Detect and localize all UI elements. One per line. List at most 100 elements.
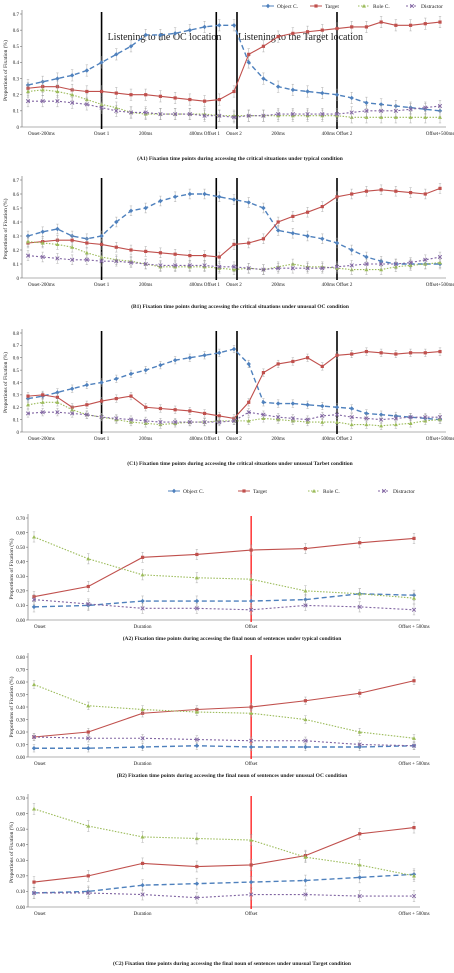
data-point: [55, 242, 60, 246]
data-point: [217, 255, 221, 259]
data-point: [408, 351, 413, 355]
data-point: [249, 863, 253, 867]
y-tick-label: 0.3: [13, 235, 20, 240]
data-point: [173, 252, 177, 256]
data-point: [70, 411, 75, 416]
data-point: [31, 890, 37, 896]
data-point: [55, 256, 60, 261]
data-point: [84, 102, 89, 107]
y-tick-label: 0: [17, 126, 20, 131]
chart-caption: (A1) Fixation time points during accessi…: [137, 155, 343, 162]
data-point: [320, 236, 325, 241]
data-point: [334, 405, 340, 410]
data-point: [32, 682, 36, 687]
data-point: [70, 257, 75, 262]
y-axis-label: Proportions of Fixation (%): [8, 822, 15, 883]
data-point: [40, 254, 45, 260]
series-line: [34, 745, 415, 749]
y-tick-label: 0.2: [13, 249, 20, 254]
series-line: [33, 599, 415, 611]
data-point: [364, 100, 369, 105]
series-line: [33, 537, 415, 598]
data-point: [143, 418, 148, 423]
data-point: [408, 107, 413, 112]
y-tick-label: 0: [17, 431, 20, 436]
data-point: [357, 730, 362, 734]
data-point: [158, 263, 163, 268]
data-point: [379, 188, 383, 192]
data-point: [357, 604, 362, 610]
y-tick-label: 0.5: [13, 207, 20, 212]
data-point: [291, 359, 295, 364]
y-tick-label: 0: [17, 277, 20, 282]
data-point: [364, 349, 369, 354]
data-point: [55, 410, 60, 415]
data-point: [303, 744, 308, 750]
data-point: [249, 577, 254, 581]
data-point: [231, 264, 237, 269]
data-point: [217, 97, 221, 102]
data-point: [143, 32, 148, 38]
data-point: [114, 219, 119, 225]
data-point: [173, 408, 177, 412]
data-point: [84, 382, 90, 388]
data-point: [114, 396, 118, 401]
data-point: [86, 874, 90, 878]
data-point: [349, 247, 354, 253]
series-role-c: [32, 531, 416, 604]
data-point: [349, 95, 354, 101]
series-distractor: [31, 887, 417, 904]
data-point: [158, 251, 163, 255]
data-point: [172, 194, 178, 199]
data-point: [305, 89, 310, 94]
data-point: [99, 105, 104, 110]
data-point: [99, 399, 104, 403]
data-point: [231, 197, 237, 202]
data-point: [188, 254, 192, 258]
data-point: [247, 241, 251, 245]
x-tick-label: 200ms: [271, 283, 284, 288]
data-point: [393, 261, 398, 267]
data-point: [187, 191, 193, 197]
x-tick-label: Onset 1: [94, 283, 110, 288]
data-point: [232, 242, 236, 246]
data-point: [357, 893, 362, 899]
data-point: [246, 410, 251, 415]
data-point: [379, 20, 383, 24]
data-point: [99, 259, 104, 264]
data-point: [261, 267, 266, 272]
chart-panel-4: 0.00 0.10 0.20 0.30 0.40 0.50 0.60 0.70 Proporti…: [8, 488, 430, 642]
data-point: [85, 241, 89, 245]
data-point: [350, 192, 354, 196]
data-point: [335, 26, 339, 31]
data-point: [86, 601, 91, 607]
data-point: [247, 400, 251, 404]
data-point: [349, 422, 354, 427]
y-tick-label: 0.5: [13, 369, 20, 374]
data-point: [423, 415, 428, 420]
data-point: [438, 115, 442, 119]
data-point: [411, 607, 417, 612]
data-point: [261, 76, 266, 81]
data-point: [84, 68, 90, 73]
x-tick-label: 200ms: [139, 283, 152, 288]
series-target: [32, 533, 416, 602]
data-point: [334, 240, 340, 246]
y-tick-label: 0.60: [16, 531, 25, 536]
data-point: [379, 108, 384, 113]
data-point: [140, 736, 145, 741]
legend-marker: [242, 489, 246, 493]
data-point: [393, 108, 398, 113]
y-tick-label: 0.40: [16, 706, 25, 711]
legend-marker: [265, 3, 271, 9]
data-point: [335, 420, 339, 424]
annotation-oc: Listening to the OC location: [108, 32, 222, 43]
data-point: [437, 103, 443, 109]
y-tick-label: 0.10: [16, 743, 25, 748]
data-point: [320, 111, 325, 117]
series-line: [33, 593, 415, 608]
series-line: [33, 827, 415, 883]
x-tick-label: Offset: [245, 912, 258, 917]
data-point: [194, 710, 199, 714]
